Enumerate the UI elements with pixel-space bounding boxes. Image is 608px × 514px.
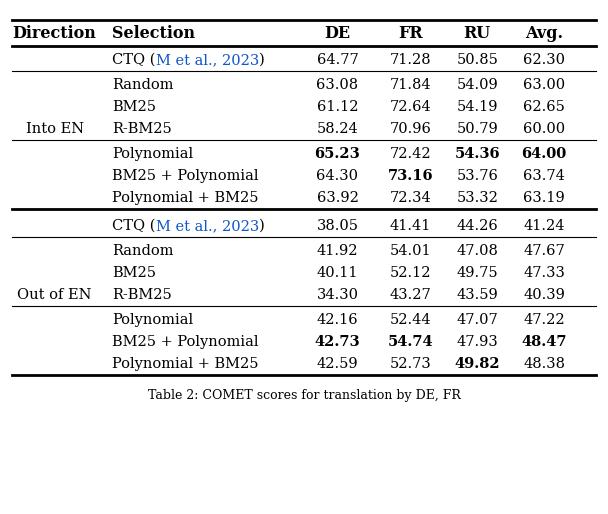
Text: 43.59: 43.59	[457, 288, 498, 302]
Text: Into EN: Into EN	[26, 122, 84, 136]
Text: 52.73: 52.73	[390, 357, 431, 371]
Text: 58.24: 58.24	[317, 122, 358, 136]
Text: 48.38: 48.38	[523, 357, 565, 371]
Text: Direction: Direction	[12, 25, 96, 42]
Text: 72.64: 72.64	[390, 100, 431, 114]
Text: Avg.: Avg.	[525, 25, 563, 42]
Text: 73.16: 73.16	[387, 169, 434, 183]
Text: 49.82: 49.82	[454, 357, 500, 371]
Text: 61.12: 61.12	[317, 100, 358, 114]
Text: Out of EN: Out of EN	[18, 288, 92, 302]
Text: 41.92: 41.92	[317, 244, 358, 258]
Text: 42.16: 42.16	[317, 313, 358, 327]
Text: 41.41: 41.41	[390, 219, 431, 233]
Text: BM25 + Polynomial: BM25 + Polynomial	[112, 169, 259, 183]
Text: 63.00: 63.00	[523, 78, 565, 92]
Text: 49.75: 49.75	[457, 266, 498, 280]
Text: 54.36: 54.36	[454, 147, 500, 161]
Text: 63.92: 63.92	[317, 191, 358, 205]
Text: Random: Random	[112, 244, 174, 258]
Text: 42.73: 42.73	[314, 335, 361, 349]
Text: 54.74: 54.74	[387, 335, 434, 349]
Text: Polynomial: Polynomial	[112, 147, 193, 161]
Text: 63.74: 63.74	[523, 169, 565, 183]
Text: 64.77: 64.77	[317, 53, 358, 67]
Text: BM25: BM25	[112, 100, 156, 114]
Text: 63.19: 63.19	[523, 191, 565, 205]
Text: ): )	[259, 53, 265, 67]
Text: RU: RU	[464, 25, 491, 42]
Text: 52.12: 52.12	[390, 266, 431, 280]
Text: 71.28: 71.28	[390, 53, 431, 67]
Text: 47.22: 47.22	[523, 313, 565, 327]
Text: 72.42: 72.42	[390, 147, 431, 161]
Text: 60.00: 60.00	[523, 122, 565, 136]
Text: M et al., 2023: M et al., 2023	[156, 53, 259, 67]
Text: 38.05: 38.05	[316, 219, 359, 233]
Text: 64.00: 64.00	[522, 147, 567, 161]
Text: 62.65: 62.65	[523, 100, 565, 114]
Text: FR: FR	[398, 25, 423, 42]
Text: 72.34: 72.34	[390, 191, 431, 205]
Text: 47.08: 47.08	[457, 244, 498, 258]
Text: Selection: Selection	[112, 25, 196, 42]
Text: 52.44: 52.44	[390, 313, 431, 327]
Text: 64.30: 64.30	[316, 169, 359, 183]
Text: 47.33: 47.33	[523, 266, 565, 280]
Text: 54.19: 54.19	[457, 100, 498, 114]
Text: Polynomial + BM25: Polynomial + BM25	[112, 357, 259, 371]
Text: 54.01: 54.01	[390, 244, 431, 258]
Text: 62.30: 62.30	[523, 53, 565, 67]
Text: 54.09: 54.09	[457, 78, 498, 92]
Text: DE: DE	[325, 25, 350, 42]
Text: Polynomial + BM25: Polynomial + BM25	[112, 191, 259, 205]
Text: 50.79: 50.79	[457, 122, 498, 136]
Text: 70.96: 70.96	[390, 122, 431, 136]
Text: R-BM25: R-BM25	[112, 122, 172, 136]
Text: 42.59: 42.59	[317, 357, 358, 371]
Text: Table 2: COMET scores for translation by DE, FR: Table 2: COMET scores for translation by…	[148, 389, 460, 401]
Text: CTQ (: CTQ (	[112, 219, 156, 233]
Text: 71.84: 71.84	[390, 78, 431, 92]
Text: CTQ (: CTQ (	[112, 53, 156, 67]
Text: 43.27: 43.27	[390, 288, 431, 302]
Text: M et al., 2023: M et al., 2023	[156, 219, 259, 233]
Text: R-BM25: R-BM25	[112, 288, 172, 302]
Text: BM25 + Polynomial: BM25 + Polynomial	[112, 335, 259, 349]
Text: 44.26: 44.26	[457, 219, 498, 233]
Text: Random: Random	[112, 78, 174, 92]
Text: 53.76: 53.76	[457, 169, 498, 183]
Text: Polynomial: Polynomial	[112, 313, 193, 327]
Text: ): )	[259, 219, 265, 233]
Text: 34.30: 34.30	[316, 288, 359, 302]
Text: 47.67: 47.67	[523, 244, 565, 258]
Text: 53.32: 53.32	[457, 191, 498, 205]
Text: 65.23: 65.23	[314, 147, 361, 161]
Text: 63.08: 63.08	[316, 78, 359, 92]
Text: 50.85: 50.85	[457, 53, 498, 67]
Text: 40.11: 40.11	[317, 266, 358, 280]
Text: 48.47: 48.47	[522, 335, 567, 349]
Text: 41.24: 41.24	[523, 219, 565, 233]
Text: 40.39: 40.39	[523, 288, 565, 302]
Text: 47.07: 47.07	[457, 313, 498, 327]
Text: 47.93: 47.93	[457, 335, 498, 349]
Text: BM25: BM25	[112, 266, 156, 280]
